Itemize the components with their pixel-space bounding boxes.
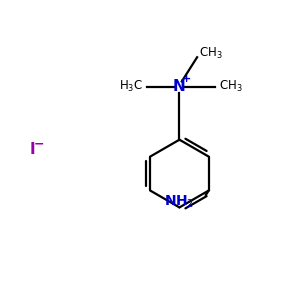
Text: CH$_3$: CH$_3$ [219, 79, 243, 94]
Text: N: N [173, 79, 186, 94]
Text: −: − [34, 137, 44, 150]
Text: H$_3$C: H$_3$C [118, 79, 142, 94]
Text: +: + [182, 74, 191, 84]
Text: I: I [29, 142, 35, 158]
Text: NH$_2$: NH$_2$ [164, 194, 194, 211]
Text: CH$_3$: CH$_3$ [199, 46, 222, 61]
